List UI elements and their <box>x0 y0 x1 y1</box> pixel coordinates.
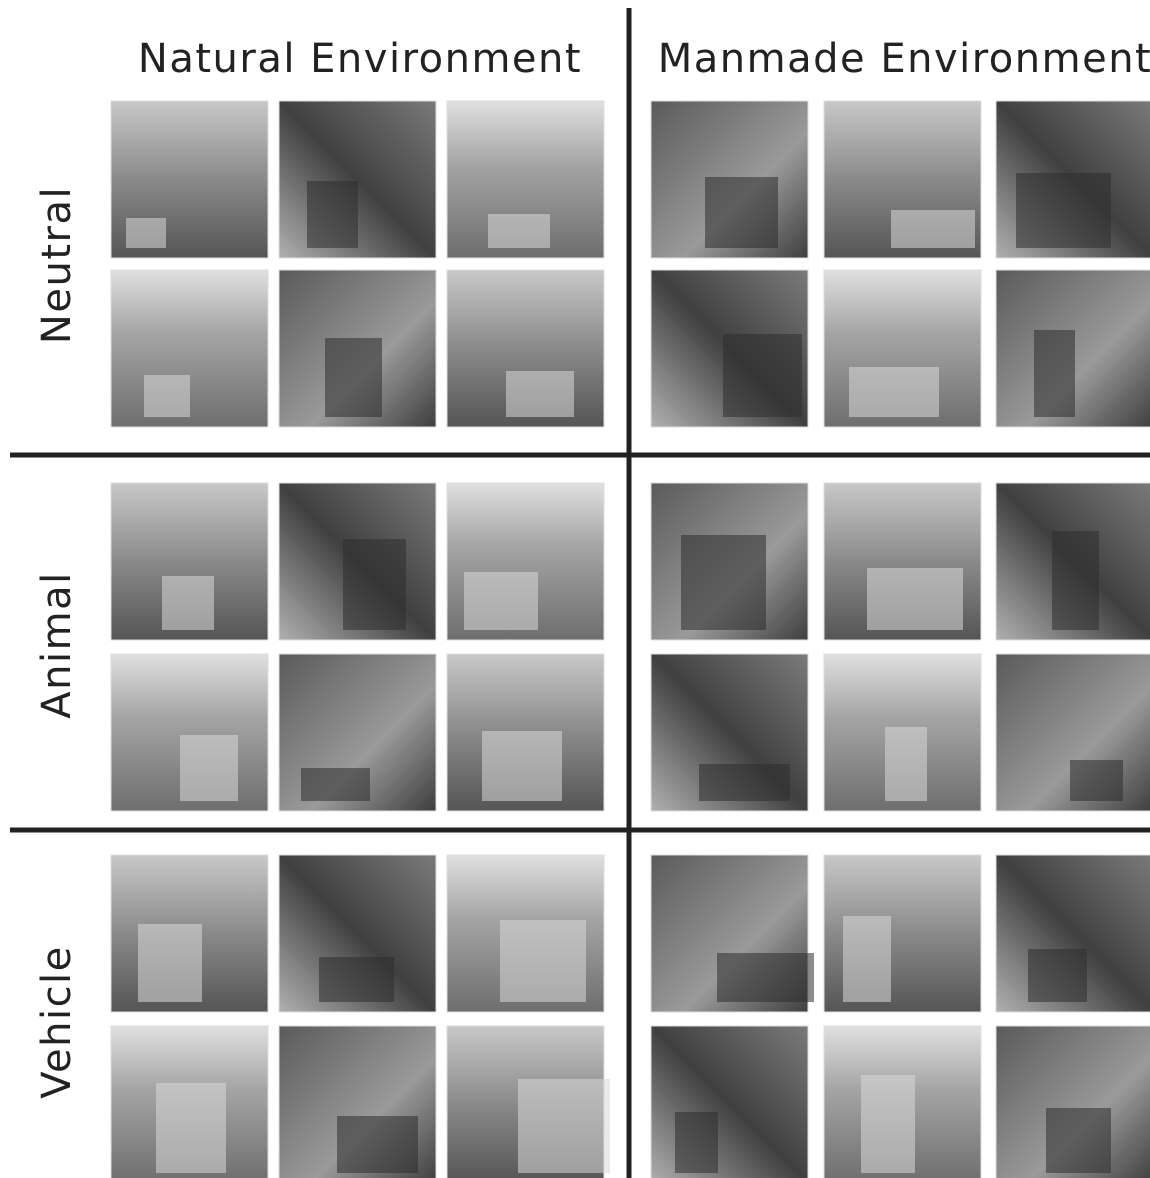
photo-detail <box>867 568 963 630</box>
photo-detail <box>849 367 939 417</box>
photo-detail <box>681 535 766 630</box>
photo-detail <box>705 177 778 248</box>
photo-detail <box>307 181 358 248</box>
photo-detail <box>156 1083 226 1173</box>
column-header: Natural Environment <box>138 36 582 82</box>
photo-detail <box>162 576 214 630</box>
photo-detail <box>144 375 190 417</box>
column-header: Manmade Environment <box>658 36 1150 82</box>
photo-detail <box>1016 173 1111 248</box>
photo-detail <box>717 953 814 1002</box>
photo-detail <box>861 1075 915 1173</box>
photo-detail <box>518 1079 610 1173</box>
photo-detail <box>675 1112 718 1173</box>
photo-detail <box>488 214 550 248</box>
row-label: Neutral <box>34 186 80 344</box>
photo-detail <box>138 924 202 1002</box>
photo <box>651 1026 808 1178</box>
photo-detail <box>723 334 802 417</box>
photo-detail <box>482 731 562 801</box>
photo-detail <box>1034 330 1075 417</box>
photo-detail <box>1028 949 1087 1002</box>
photo-detail <box>301 768 370 801</box>
photo-detail <box>843 916 891 1002</box>
photo-detail <box>699 764 790 801</box>
photo-detail <box>891 210 975 248</box>
photo-detail <box>885 727 927 801</box>
photo-detail <box>343 539 406 630</box>
row-label: Vehicle <box>34 945 80 1099</box>
photo-detail <box>337 1116 418 1173</box>
photo-detail <box>500 920 586 1002</box>
photo-detail <box>319 957 394 1002</box>
photo-detail <box>506 371 574 417</box>
figure: Natural Environment Manmade Environment … <box>0 0 1150 1178</box>
photo-detail <box>126 218 166 248</box>
photo-detail <box>180 735 238 801</box>
photo-detail <box>1046 1108 1111 1173</box>
photo-detail <box>1052 531 1099 630</box>
row-label: Animal <box>34 571 80 718</box>
photo-detail <box>1070 760 1123 801</box>
photo-detail <box>325 338 382 417</box>
photo-detail <box>464 572 538 630</box>
